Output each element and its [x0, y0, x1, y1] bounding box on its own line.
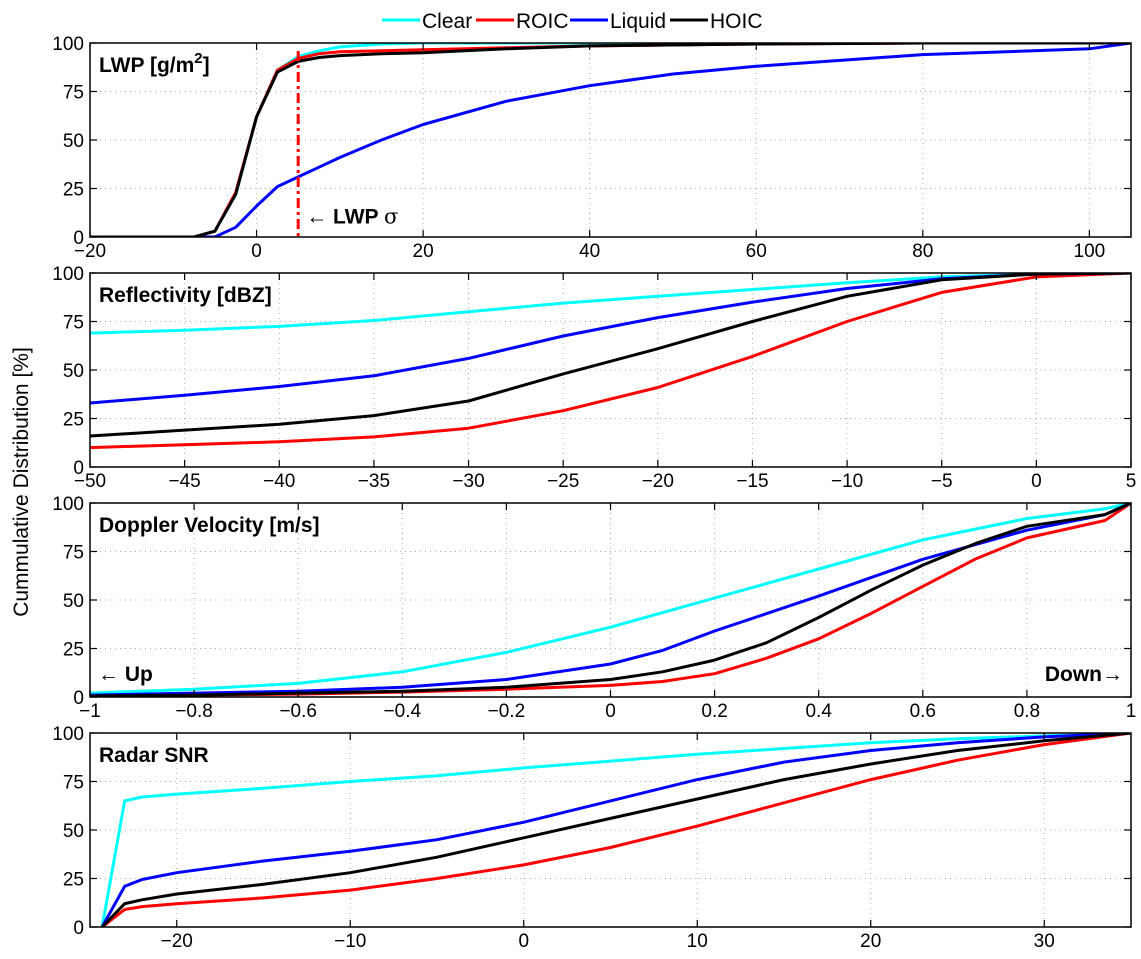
panel-radar-snr-y-tick-label: 75: [63, 773, 84, 794]
panel-reflectivity-series-clear: [90, 273, 1131, 335]
panel-reflectivity-x-tick-label: −25: [547, 471, 579, 492]
panel-doppler-velocity-series-group: [90, 503, 1131, 697]
panel-doppler-velocity: −1 −0.8 −0.6 −0.4 −0.2 0 0.2 0.4 0.6 0.8 1 0 25 50 75 1…: [52, 494, 1136, 722]
panel-lwp-series-hoic: [90, 43, 1131, 237]
panel-radar-snr-series-group: [100, 733, 1131, 927]
panel-lwp-x-tick-label: 100: [1074, 241, 1106, 262]
panel-reflectivity-x-tick-label: −10: [831, 471, 863, 492]
shared-y-axis-label: Cummulative Distribution [%]: [10, 347, 33, 617]
panel-lwp-x-tick-label: 0: [251, 241, 262, 262]
panel-lwp-y-tick-label: 0: [73, 228, 84, 249]
panel-lwp-y-tick-label: 50: [63, 131, 84, 152]
panel-doppler-velocity-x-tick-label: −1: [79, 701, 101, 722]
panel-lwp-series-group: [90, 43, 1131, 237]
legend-label-hoic: HOIC: [710, 10, 763, 33]
panel-radar-snr-series-liquid: [100, 733, 1131, 927]
panel-reflectivity: −50 −45 −40 −35 −30 −25 −20 −15 −10 −5 0 5025507510…: [52, 264, 1136, 492]
panel-reflectivity-y-tick-label: 25: [63, 410, 84, 431]
panel-doppler-velocity-y-tick-label: 25: [63, 640, 84, 661]
panel-radar-snr-y-tick-label: 100: [52, 724, 84, 745]
panel-reflectivity-series-group: [90, 273, 1131, 450]
panel-doppler-velocity-x-tick-label: 0.4: [805, 701, 832, 722]
panel-lwp-y-tick-label: 75: [63, 83, 84, 104]
panel-reflectivity-x-tick-label: 5: [1126, 471, 1137, 492]
panel-doppler-velocity-y-tick-label: 75: [63, 543, 84, 564]
panel-doppler-velocity-y-tick-label: 50: [63, 591, 84, 612]
panel-reflectivity-x-tick-label: −30: [452, 471, 484, 492]
panel-doppler-velocity-x-tick-label: 0.8: [1014, 701, 1040, 722]
panel-lwp-y-tick-label: 25: [63, 180, 84, 201]
panel-reflectivity-x-tick-label: −35: [358, 471, 390, 492]
panel-reflectivity-x-tick-label: 0: [1031, 471, 1042, 492]
panel-radar-snr-x-tick-label: 30: [1034, 931, 1055, 952]
panel-radar-snr-x-tick-label: 0: [518, 931, 529, 952]
panel-doppler-velocity-x-tick-label: 0: [605, 701, 616, 722]
panel-radar-snr-y-tick-label: 0: [73, 918, 84, 939]
panel-radar-snr-series-clear: [100, 733, 1131, 927]
panel-lwp-x-tick-label: 60: [746, 241, 767, 262]
panel-lwp-x-tick-label: 20: [413, 241, 434, 262]
panel-doppler-velocity-x-tick-label: 0.6: [910, 701, 936, 722]
panel-reflectivity-x-tick-label: −20: [642, 471, 674, 492]
panel-doppler-velocity-x-tick-label: 0.2: [701, 701, 727, 722]
panel-lwp-x-tick-label: 40: [579, 241, 600, 262]
panel-reflectivity-x-tick-label: −50: [74, 471, 106, 492]
legend: Clear ROIC Liquid HOIC: [382, 10, 763, 33]
panel-reflectivity-y-tick-label: 75: [63, 313, 84, 334]
panel-radar-snr-title: Radar SNR: [99, 744, 209, 767]
panel-reflectivity-x-tick-label: −5: [931, 471, 953, 492]
panel-radar-snr-y-tick-label: 25: [63, 870, 84, 891]
panel-doppler-velocity-down-annotation: Down→: [1045, 663, 1123, 686]
panel-lwp-sigma-annotation: ← LWP σ: [306, 205, 398, 229]
panel-doppler-velocity-series-clear: [90, 503, 1131, 695]
panel-lwp-series-liquid: [90, 43, 1131, 237]
panel-doppler-velocity-x-tick-label: −0.6: [279, 701, 317, 722]
legend-label-liquid: Liquid: [610, 10, 666, 33]
panel-doppler-velocity-series-hoic: [90, 503, 1131, 697]
panel-reflectivity-y-tick-label: 0: [73, 458, 84, 479]
panel-reflectivity-x-tick-label: −40: [263, 471, 295, 492]
legend-label-clear: Clear: [422, 10, 472, 33]
panel-lwp-x-tick-label: 80: [912, 241, 933, 262]
legend-label-roic: ROIC: [516, 10, 569, 33]
panel-lwp-y-tick-label: 100: [52, 34, 84, 55]
panel-doppler-velocity-up-annotation: ← Up: [98, 663, 153, 686]
panel-doppler-velocity-series-liquid: [90, 503, 1131, 697]
panel-doppler-velocity-y-tick-label: 0: [73, 688, 84, 709]
panel-reflectivity-y-tick-label: 50: [63, 361, 84, 382]
panel-radar-snr-x-tick-label: 20: [860, 931, 881, 952]
panel-lwp-x-tick-label: −20: [74, 241, 106, 262]
panel-radar-snr: −20 −10 0 10 20 30 0 25 50 75 100 Radar SNR: [52, 724, 1132, 952]
panel-radar-snr-y-tick-label: 50: [63, 821, 84, 842]
panel-radar-snr-series-hoic: [101, 733, 1131, 927]
panel-reflectivity-title: Reflectivity [dBZ]: [99, 284, 272, 307]
panel-radar-snr-x-tick-label: −10: [334, 931, 366, 952]
panel-doppler-velocity-title: Doppler Velocity [m/s]: [99, 514, 320, 537]
panel-reflectivity-series-roic: [90, 273, 1131, 450]
panel-lwp-title: LWP [g/m2]: [99, 50, 210, 77]
panel-doppler-velocity-x-tick-label: −0.4: [384, 701, 422, 722]
panel-reflectivity-y-tick-label: 100: [52, 264, 84, 285]
panel-reflectivity-x-tick-label: −15: [736, 471, 768, 492]
panel-doppler-velocity-x-tick-label: 1: [1126, 701, 1137, 722]
panel-reflectivity-x-tick-label: −45: [169, 471, 201, 492]
panel-radar-snr-x-tick-label: −20: [161, 931, 193, 952]
panel-doppler-velocity-x-tick-label: −0.8: [175, 701, 213, 722]
panel-doppler-velocity-x-tick-label: −0.2: [488, 701, 526, 722]
panel-doppler-velocity-y-tick-label: 100: [52, 494, 84, 515]
panel-radar-snr-series-roic: [101, 733, 1131, 927]
panel-reflectivity-series-hoic: [90, 273, 1131, 438]
panel-radar-snr-x-tick-label: 10: [687, 931, 708, 952]
